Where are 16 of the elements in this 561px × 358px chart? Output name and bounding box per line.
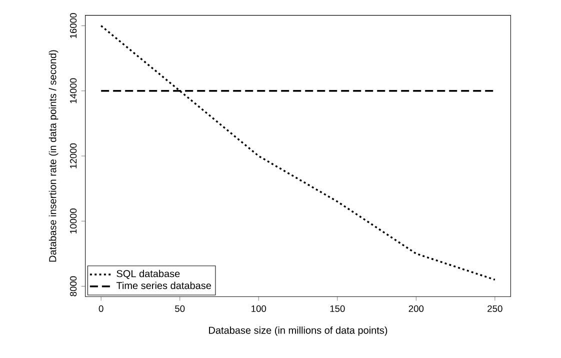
x-tick-label: 250 [488,305,502,312]
y-tick-label: 8000 [70,276,77,296]
legend-label: SQL database [116,270,180,279]
y-tick-label: 10000 [70,208,77,234]
x-axis-title: Database size (in millions of data points) [209,326,388,336]
y-tick-label: 16000 [70,13,77,38]
x-tick-label: 100 [252,305,266,312]
x-tick-label: 0 [98,305,104,312]
line-series [100,24,496,281]
legend-label: Time series database [116,282,211,290]
y-tick-label: 14000 [70,78,77,104]
y-axis-title: Database insertion rate (in data points / second) [48,50,58,262]
x-tick-label: 200 [408,305,424,312]
y-tick-label: 12000 [70,143,77,168]
x-tick-label: 150 [330,305,345,312]
x-tick-label: 50 [175,305,185,312]
